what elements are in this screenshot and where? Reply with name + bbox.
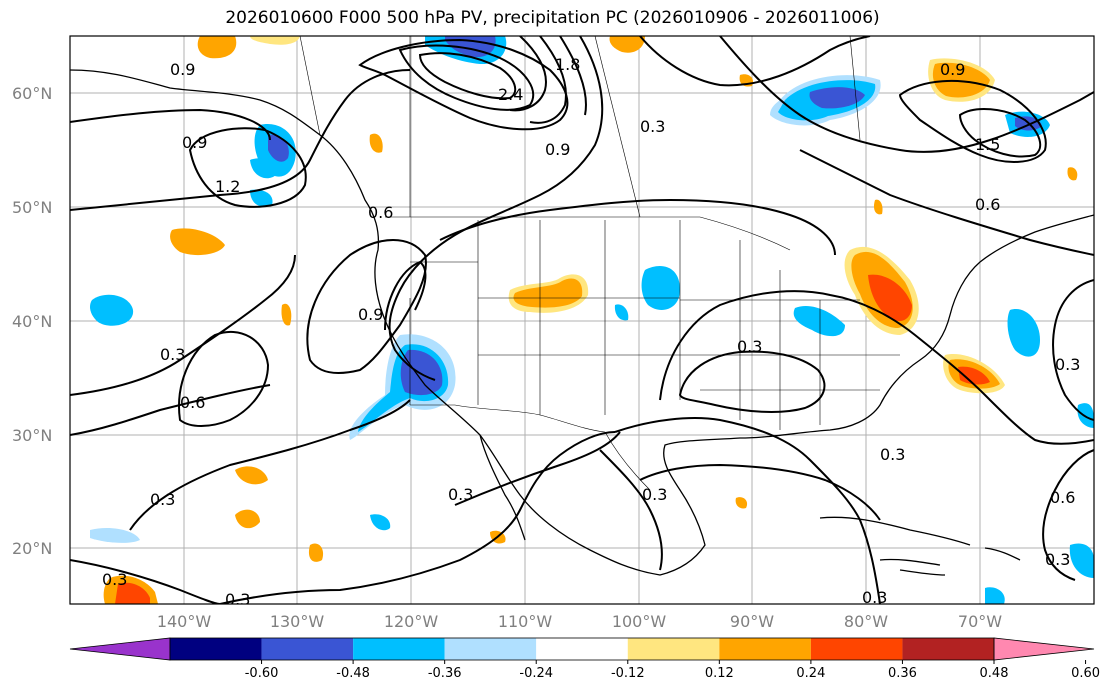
colorbar-segment [719, 638, 811, 660]
contour-label: 0.9 [182, 133, 207, 152]
colorbar [69, 637, 1095, 661]
colorbar-tick-label: 0.60 [1071, 666, 1100, 681]
colorbar-segment [627, 638, 720, 660]
colorbar-tick-label: 0.48 [980, 666, 1009, 681]
map-area [70, 36, 1094, 604]
colorbar-extend-max [993, 637, 1095, 661]
graticule [70, 36, 1094, 604]
pv-contours [70, 36, 1094, 604]
lat-label: 20°N [12, 539, 52, 558]
contour-label: 0.6 [1050, 488, 1075, 507]
contour-label: 0.6 [975, 195, 1000, 214]
colorbar-tick-label: -0.24 [519, 666, 553, 681]
contour-label: 0.3 [737, 337, 762, 356]
contour-label: 0.3 [150, 490, 175, 509]
political-borders [299, 36, 900, 491]
colorbar-extend-min [69, 637, 171, 661]
colorbar-segment [444, 638, 537, 660]
contour-label: 0.9 [358, 305, 383, 324]
colorbar-segment [536, 638, 628, 660]
lon-label: 100°W [612, 612, 667, 631]
colorbar-tick-label: 0.24 [796, 666, 825, 681]
contour-label: 0.3 [160, 345, 185, 364]
lon-label: 90°W [730, 612, 774, 631]
colorbar-segment [810, 638, 903, 660]
colorbar-segment [902, 638, 994, 660]
coastlines [70, 69, 1094, 576]
colorbar-segment [353, 638, 445, 660]
contour-label: 0.3 [862, 588, 887, 607]
colorbar-tick-label: 0.36 [888, 666, 917, 681]
contour-label: 0.9 [545, 140, 570, 159]
contour-label: 1.8 [555, 55, 580, 74]
contour-label: 1.2 [215, 177, 240, 196]
colorbar-tick-label: -0.12 [611, 666, 645, 681]
colorbar-labels: -0.60 -0.48 -0.36 -0.24 -0.12 0.12 0.24 0.36 0.4… [245, 660, 1100, 681]
map-frame [69, 35, 1095, 605]
lon-label: 70°W [958, 612, 1002, 631]
precipitation-shading [90, 36, 1094, 604]
lat-label: 60°N [12, 84, 52, 103]
colorbar-tick-label: 0.12 [705, 666, 734, 681]
contour-labels: 0.9 1.2 2.4 1.8 0.9 0.3 0.9 1.5 0.9 0.6 … [102, 55, 1080, 609]
contour-label: 2.4 [498, 85, 523, 104]
colorbar-tick-label: -0.36 [428, 666, 462, 681]
lon-label: 80°W [844, 612, 888, 631]
contour-label: 0.6 [180, 393, 205, 412]
lat-label: 50°N [12, 198, 52, 217]
latitude-labels: 60°N 50°N 40°N 30°N 20°N [12, 84, 52, 558]
colorbar-tick-label: -0.60 [245, 666, 279, 681]
contour-label: 0.3 [102, 570, 127, 589]
lat-label: 40°N [12, 312, 52, 331]
contour-label: 0.3 [225, 590, 250, 609]
contour-label: 0.3 [448, 485, 473, 504]
contour-label: 0.3 [640, 117, 665, 136]
lon-label: 110°W [498, 612, 553, 631]
contour-label: 0.3 [1055, 355, 1080, 374]
lon-label: 140°W [157, 612, 212, 631]
colorbar-segment [170, 638, 262, 660]
colorbar-segment [261, 638, 354, 660]
lon-label: 120°W [384, 612, 439, 631]
contour-label: 0.3 [642, 485, 667, 504]
figure-title: 2026010600 F000 500 hPa PV, precipitatio… [225, 8, 880, 28]
contour-label: 1.5 [975, 135, 1000, 154]
colorbar-tick-label: -0.48 [336, 666, 370, 681]
contour-label: 0.9 [170, 60, 195, 79]
colorbar-outline [169, 637, 995, 661]
lon-label: 130°W [270, 612, 325, 631]
contour-label: 0.6 [368, 203, 393, 222]
contour-label: 0.3 [880, 445, 905, 464]
longitude-labels: 140°W 130°W 120°W 110°W 100°W 90°W 80°W … [157, 612, 1002, 631]
contour-label: 0.9 [940, 60, 965, 79]
lat-label: 30°N [12, 426, 52, 445]
contour-label: 0.3 [1045, 550, 1070, 569]
